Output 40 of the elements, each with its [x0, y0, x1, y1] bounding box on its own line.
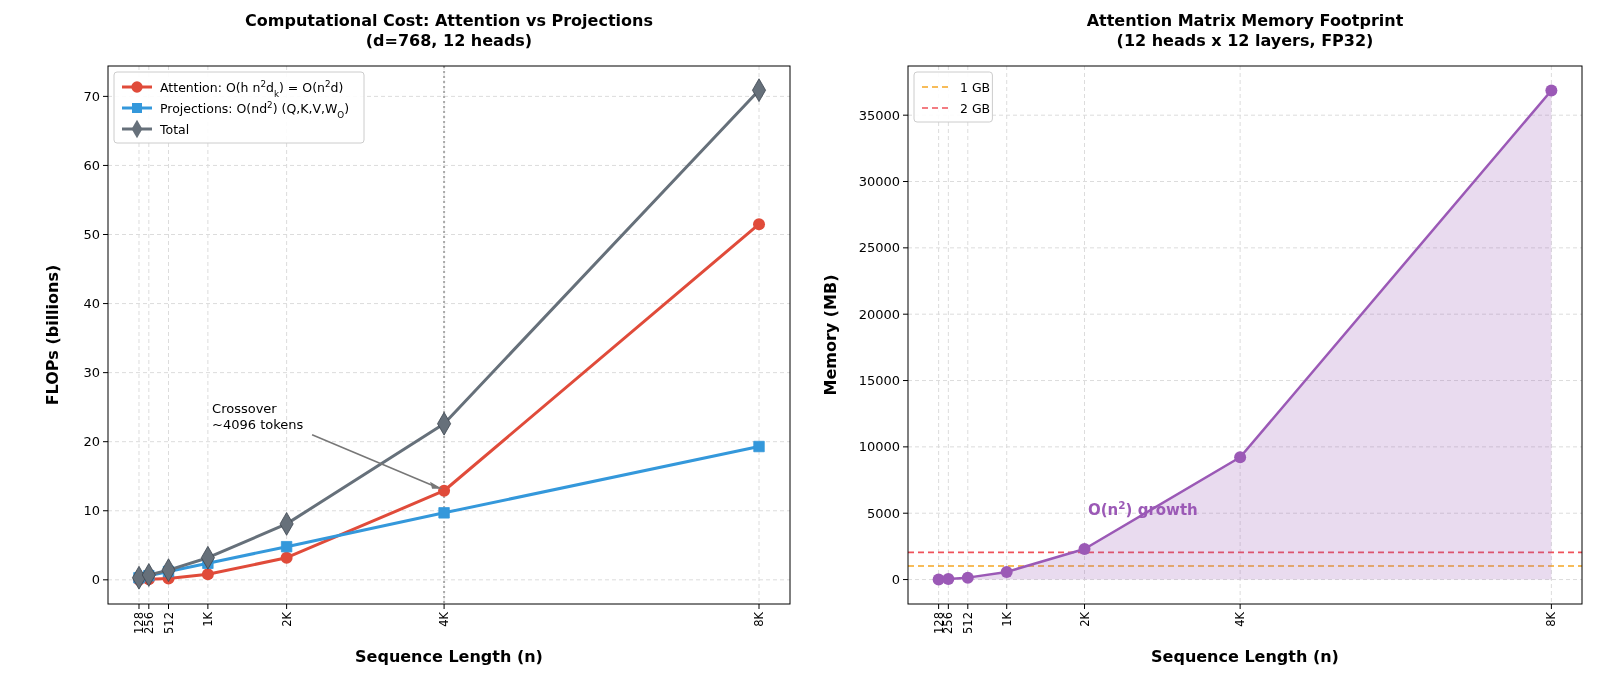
y-tick-label: 20000 [858, 306, 900, 322]
x-tick-label: 1K [999, 611, 1014, 627]
chart-title: Attention Matrix Memory Footprint (12 heads x 12 layers, FP32) [1086, 11, 1404, 50]
legend-label: Total [159, 121, 190, 137]
x-tick-label: 2K [1077, 611, 1092, 627]
y-tick-label: 50 [83, 227, 100, 243]
y-tick-label: 40 [83, 296, 100, 312]
x-axis-title: Sequence Length (n) [1151, 647, 1339, 666]
y-axis-title: FLOPs (billions) [43, 264, 62, 406]
x-tick-label: 256 [941, 612, 956, 634]
x-tick-label: 2K [279, 611, 294, 627]
legend-label: Projections: O(nd$^{2}$) (Q,K,V,W$_{O}$) [160, 99, 350, 120]
x-tick-label: 128 [131, 612, 146, 634]
y-tick-label: 30000 [858, 174, 900, 190]
y-tick-label: 15000 [858, 373, 900, 389]
y-tick-label: 30 [83, 365, 100, 381]
legend-label: 1 GB [960, 79, 991, 95]
y-tick-label: 20 [83, 434, 100, 450]
x-tick-label: 8K [1544, 611, 1559, 627]
y-tick-label: 60 [83, 157, 100, 173]
x-tick-label: 4K [1233, 611, 1248, 627]
y-tick-label: 5000 [866, 505, 900, 521]
y-tick-label: 0 [91, 572, 100, 588]
legend-label: Attention: O(h n$^{2}$d$_{k}$) = O(n$^{2}$d) [160, 78, 344, 99]
chart-title: Computational Cost: Attention vs Projections (d=768, 12 heads) [245, 11, 653, 50]
y-axis-title: Memory (MB) [821, 274, 840, 396]
annotation: Crossover ~4096 tokens [212, 400, 304, 432]
x-tick-label: 512 [960, 612, 975, 634]
x-tick-label: 1K [200, 611, 215, 627]
y-tick-label: 10 [83, 503, 100, 519]
y-tick-label: 35000 [858, 107, 900, 123]
y-tick-label: 25000 [858, 240, 900, 256]
y-tick-label: 0 [891, 572, 900, 588]
y-tick-label: 70 [83, 88, 100, 104]
y-tick-label: 10000 [858, 439, 900, 455]
x-tick-label: 8K [752, 611, 767, 627]
legend-label: 2 GB [960, 100, 991, 116]
x-tick-label: 4K [437, 611, 452, 627]
x-tick-label: 512 [161, 612, 176, 634]
x-axis-title: Sequence Length (n) [355, 647, 543, 666]
